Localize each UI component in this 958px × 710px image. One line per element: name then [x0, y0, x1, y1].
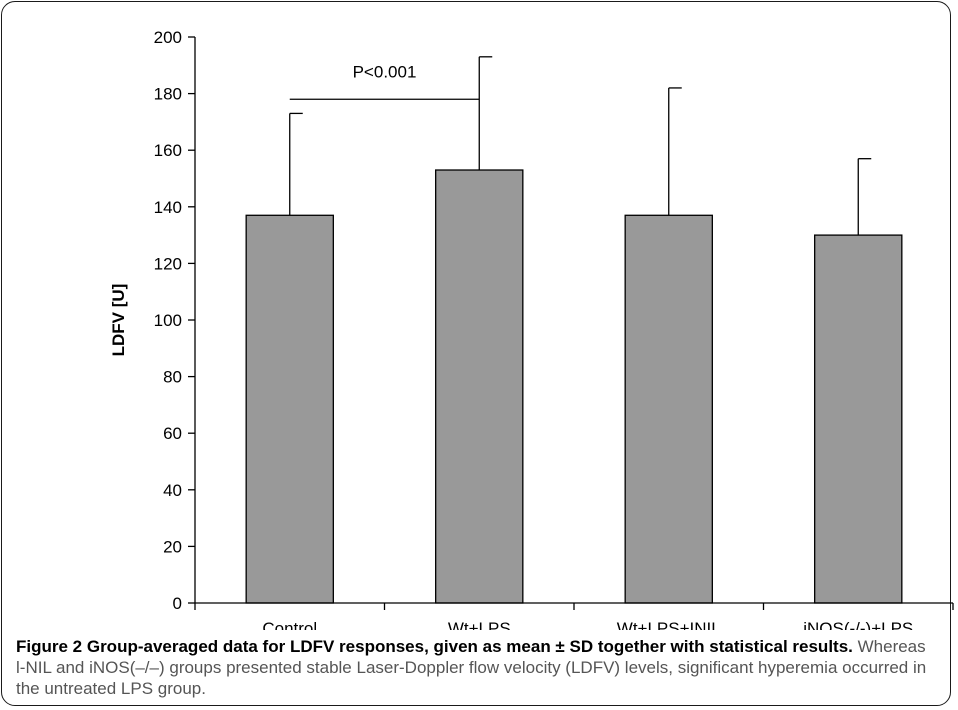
bar: [814, 234, 903, 604]
y-axis-title: LDFV [U]: [109, 284, 128, 357]
significance-label: P<0.001: [353, 62, 417, 81]
y-tick-label: 120: [154, 254, 182, 273]
bar: [624, 214, 713, 604]
x-tick-label: iNOS(-/-)+LPS: [803, 619, 913, 630]
y-tick-label: 40: [163, 481, 182, 500]
y-axis-ticks: 0 20 40 60 80 100 120 140 160 180 200: [154, 28, 195, 613]
x-axis-ticks: Control Wt+LPS Wt+LPS+INIL iNOS(-/-)+LPS: [194, 603, 954, 630]
caption-body: Whereas l-NIL and iNOS(–/–) groups prese…: [16, 637, 927, 698]
figure-caption: Figure 2 Group-averaged data for LDFV re…: [16, 636, 936, 699]
y-tick-label: 140: [154, 198, 182, 217]
error-bars-group: [289, 56, 872, 236]
y-tick-label: 60: [163, 424, 182, 443]
x-tick-label: Wt+LPS+INIL: [617, 619, 721, 630]
bars-group: [245, 169, 903, 604]
bar: [435, 169, 524, 604]
y-tick-label: 100: [154, 311, 182, 330]
y-tick-label: 180: [154, 85, 182, 104]
y-tick-label: 200: [154, 28, 182, 47]
caption-title: Figure 2 Group-averaged data for LDFV re…: [16, 637, 853, 656]
y-tick-label: 160: [154, 141, 182, 160]
y-tick-label: 0: [173, 594, 182, 613]
x-tick-label: Wt+LPS: [448, 619, 511, 630]
y-tick-label: 80: [163, 368, 182, 387]
x-tick-label: Control: [262, 619, 317, 630]
bar: [245, 214, 334, 604]
bar-chart: 0 20 40 60 80 100 120 140 160 180 200 Control Wt+LP…: [109, 28, 954, 630]
annotations-group: P<0.001: [289, 62, 480, 100]
y-tick-label: 20: [163, 537, 182, 556]
